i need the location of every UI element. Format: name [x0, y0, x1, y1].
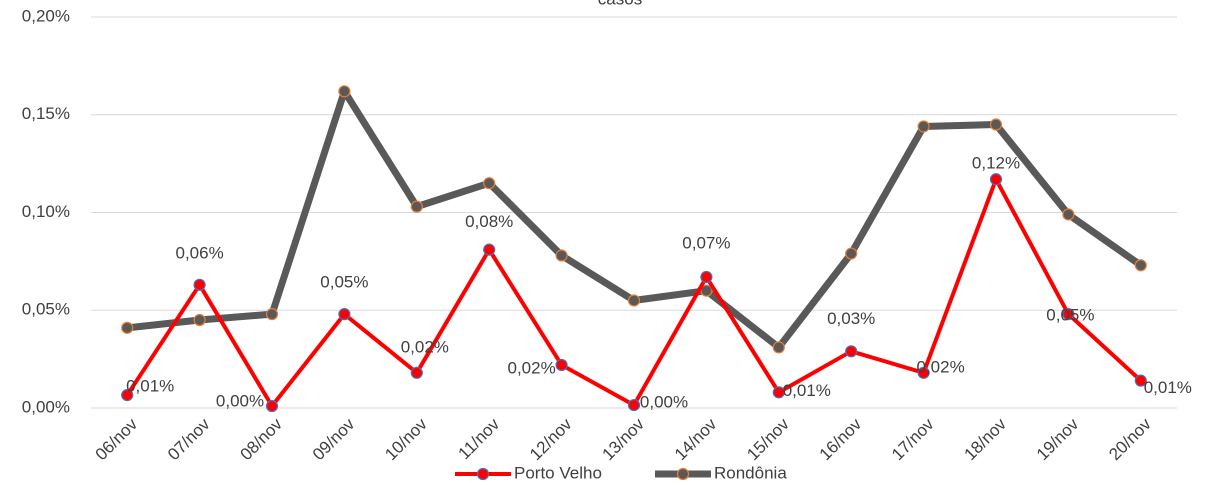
x-tick-label: 12/nov [526, 414, 576, 464]
data-label: 0,03% [827, 309, 875, 328]
data-label: 0,00% [216, 392, 264, 411]
x-tick-label: 18/nov [960, 414, 1010, 464]
x-tick-label: 17/nov [888, 414, 938, 464]
series-line [126, 87, 1143, 351]
marker [627, 294, 641, 307]
y-tick-label: 0,05% [22, 300, 70, 319]
y-tick-label: 0,10% [22, 202, 70, 221]
marker [338, 85, 351, 98]
marker [265, 308, 279, 321]
marker [845, 247, 858, 260]
marker [338, 308, 351, 321]
legend-marker [676, 467, 690, 481]
marker [845, 345, 858, 358]
data-label: 0,08% [465, 212, 513, 231]
data-label: 0,07% [682, 233, 730, 252]
x-tick-label: 14/nov [671, 414, 721, 464]
marker [193, 278, 206, 291]
x-tick-label: 13/nov [598, 414, 648, 464]
marker [917, 120, 930, 133]
marker [917, 366, 930, 379]
marker [1134, 259, 1147, 272]
x-tick-label: 15/nov [743, 414, 793, 464]
x-tick-label: 09/nov [309, 414, 359, 464]
data-label: 0,05% [1046, 306, 1094, 325]
marker [772, 386, 785, 399]
marker [1062, 308, 1075, 321]
x-tick-label: 11/nov [455, 414, 504, 463]
legend-marker [476, 467, 490, 481]
marker [265, 399, 279, 413]
marker [121, 388, 134, 402]
x-tick-label: 19/nov [1033, 414, 1083, 464]
marker [989, 173, 1003, 186]
data-label: 0,01% [783, 381, 831, 400]
marker [989, 118, 1003, 131]
data-label: 0,01% [126, 377, 174, 396]
y-tick-label: 0,15% [22, 104, 70, 123]
marker [1134, 374, 1147, 387]
data-label: 0,12% [972, 154, 1020, 173]
marker [121, 321, 134, 334]
data-label: 0,05% [320, 273, 368, 292]
chart-title: casos [598, 0, 642, 8]
x-tick-label: 07/nov [164, 414, 214, 464]
marker [410, 366, 423, 379]
marker [193, 313, 206, 327]
x-tick-label: 10/nov [381, 414, 431, 464]
x-tick-label: 06/nov [92, 414, 142, 464]
marker [772, 341, 785, 354]
marker [410, 200, 423, 213]
data-label: 0,01% [1144, 378, 1192, 397]
data-label: 0,02% [401, 337, 449, 356]
marker [555, 358, 568, 372]
y-tick-label: 0,00% [22, 397, 70, 416]
marker [483, 243, 496, 256]
marker [700, 270, 713, 284]
marker [627, 398, 641, 412]
marker [555, 249, 568, 262]
marker [483, 177, 496, 190]
x-tick-label: 20/nov [1105, 414, 1155, 464]
y-tick-label: 0,20% [22, 6, 70, 25]
legend-label: Porto Velho [514, 463, 602, 482]
data-label: 0,02% [507, 358, 555, 377]
x-tick-label: 16/nov [816, 414, 866, 464]
data-label: 0,00% [640, 393, 688, 412]
data-label: 0,06% [175, 243, 223, 262]
x-tick-label: 08/nov [236, 414, 286, 464]
data-label: 0,02% [916, 357, 964, 376]
legend-label: Rondônia [714, 463, 787, 482]
marker [1062, 208, 1075, 221]
